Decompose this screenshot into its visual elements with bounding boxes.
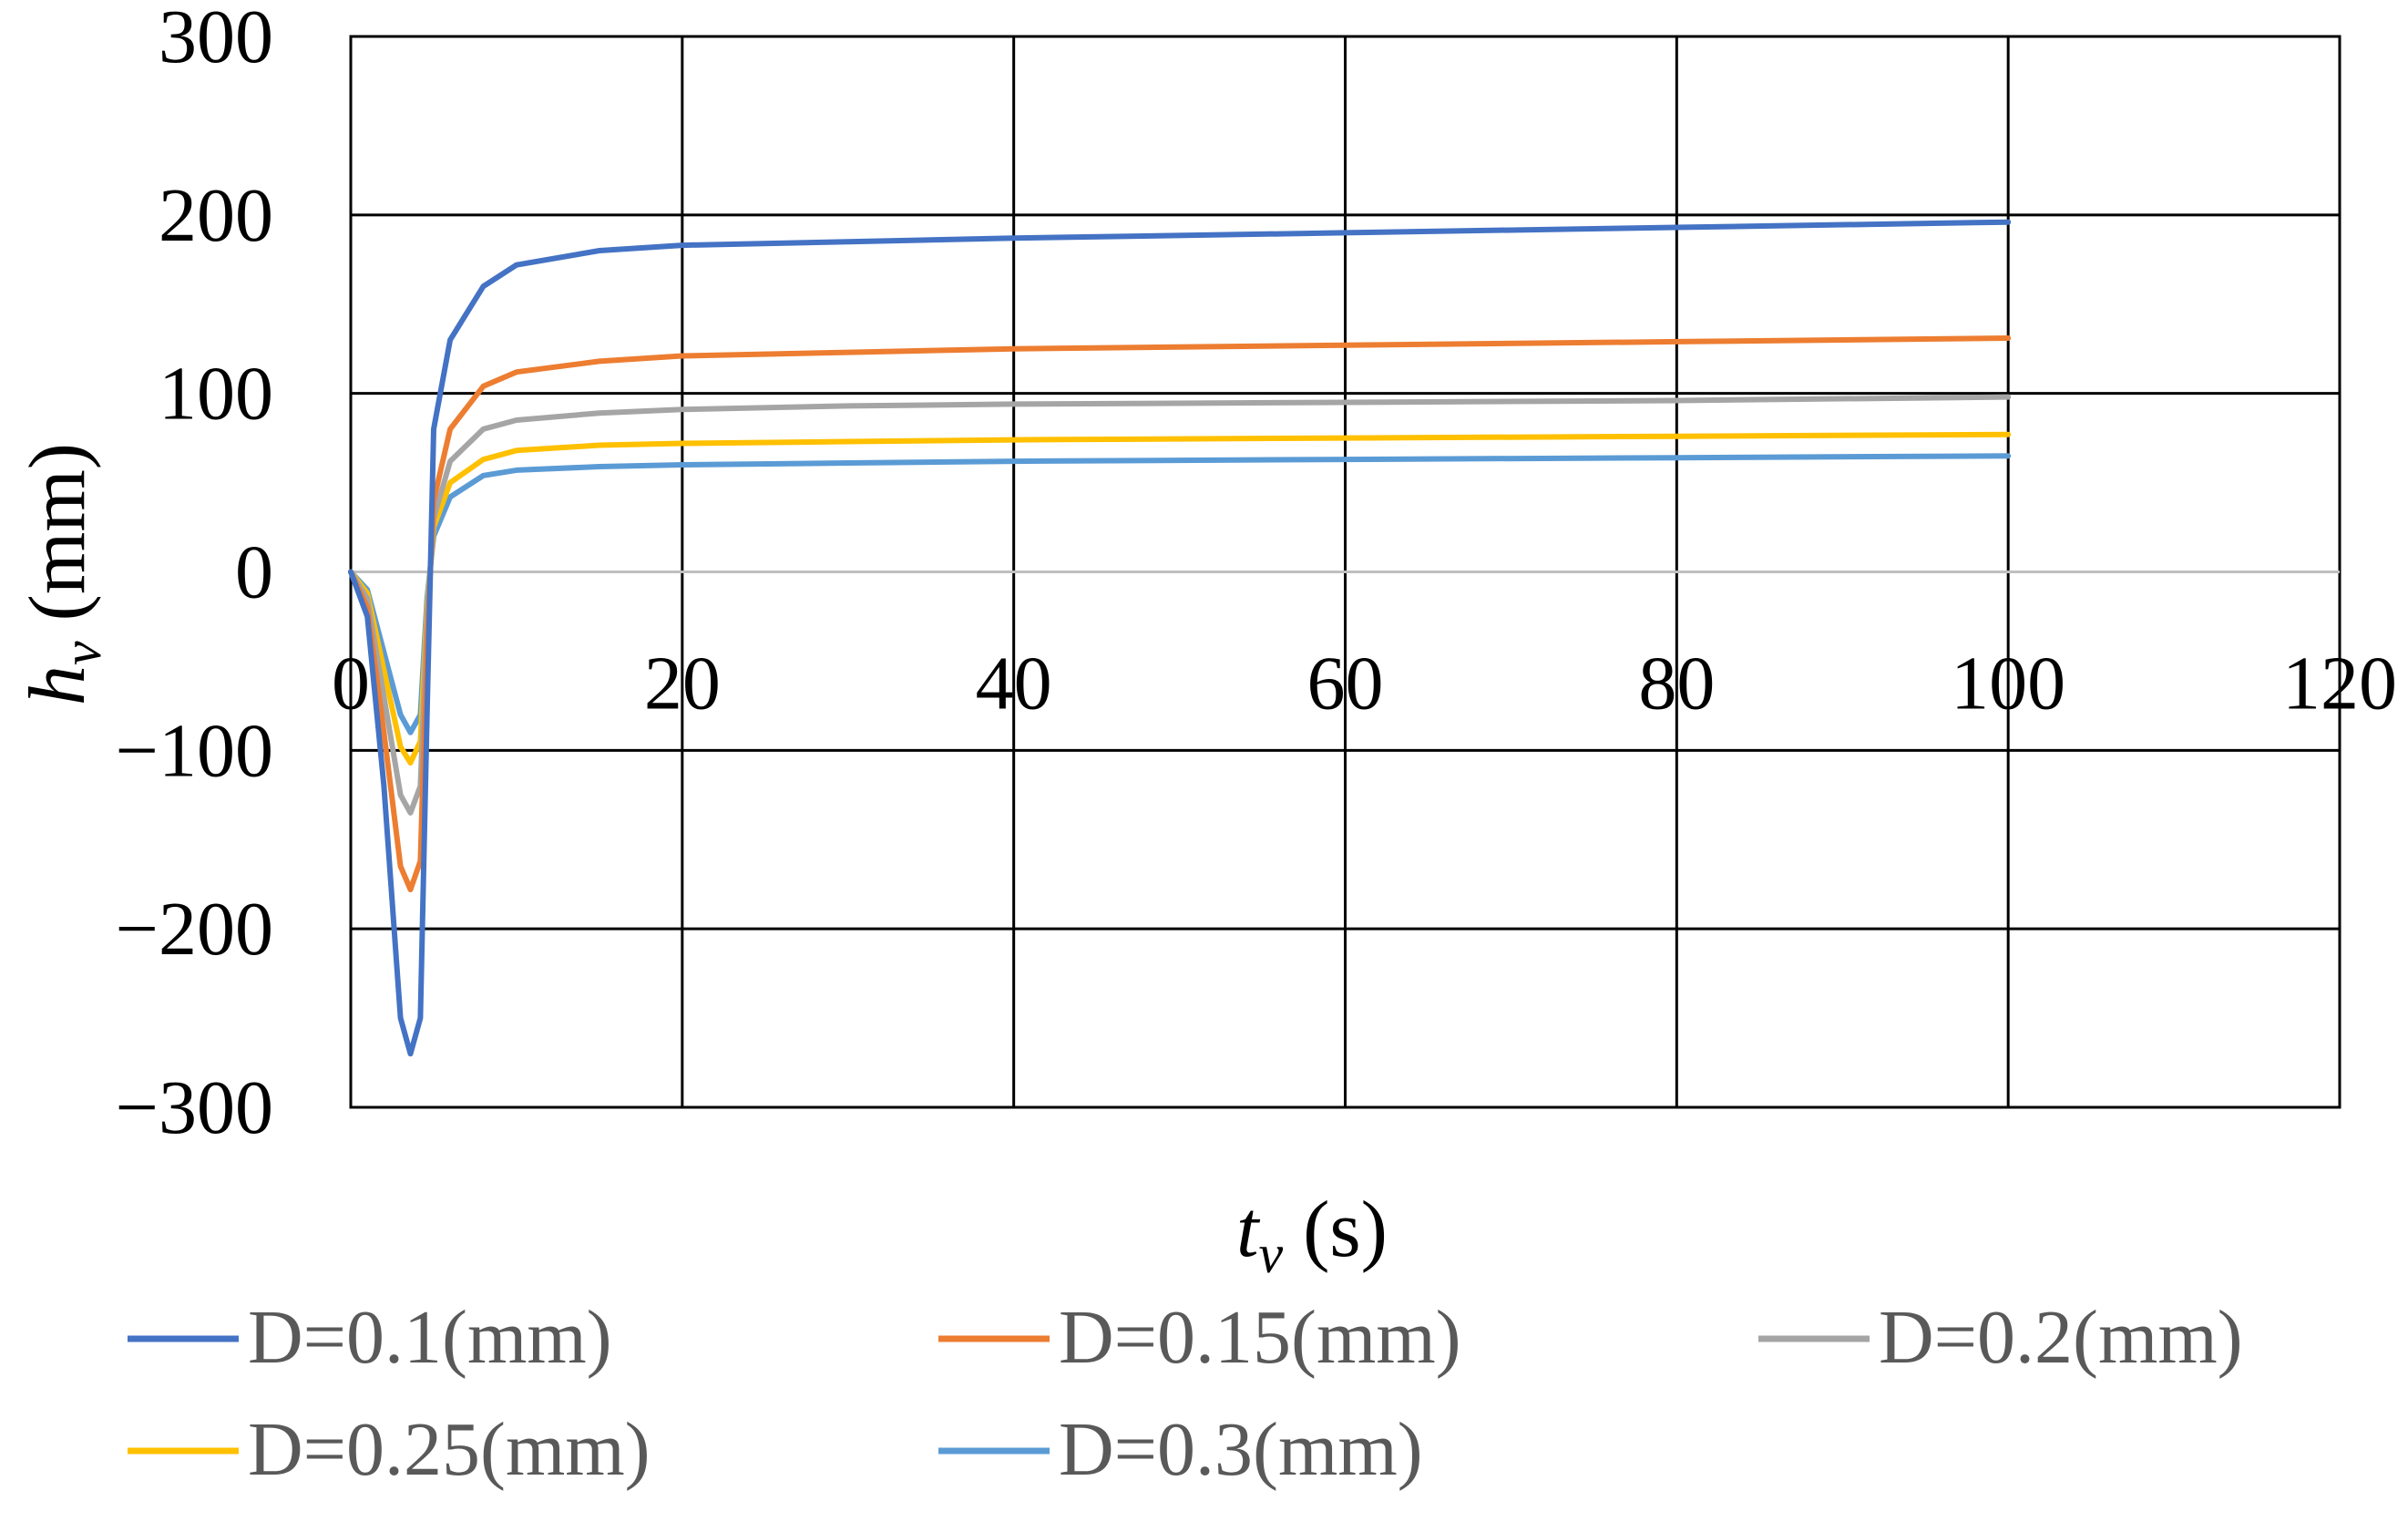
legend-label: D=0.25(mm) <box>248 1407 651 1492</box>
y-tick-label: −100 <box>116 708 273 793</box>
x-tick-label: 40 <box>976 642 1052 726</box>
y-tick-label: −200 <box>116 887 273 972</box>
y-axis-label: hv (mm) <box>14 443 112 705</box>
y-tick-label: −300 <box>116 1065 273 1150</box>
series-lines <box>348 219 2012 1057</box>
y-tick-label: 200 <box>159 173 273 258</box>
x-tick-label: 120 <box>2282 642 2397 726</box>
legend-label: D=0.2(mm) <box>1879 1295 2243 1380</box>
x-tick-label: 60 <box>1307 642 1384 726</box>
series-line <box>348 335 2012 893</box>
y-tick-label: 0 <box>235 530 273 615</box>
legend-label: D=0.3(mm) <box>1059 1407 1423 1492</box>
legend-label: D=0.1(mm) <box>248 1295 612 1380</box>
x-axis-label: tv (s) <box>1236 1186 1388 1284</box>
legend-label: D=0.15(mm) <box>1059 1295 1461 1380</box>
x-tick-label: 0 <box>332 642 370 726</box>
x-tick-label: 20 <box>644 642 721 726</box>
series-line <box>348 431 2012 766</box>
legend: D=0.1(mm) D=0.15(mm) D=0.2(mm) D=0.25(mm) D=… <box>128 1295 2243 1492</box>
series-line <box>348 219 2012 1057</box>
tick-labels: 0 20 40 60 80 100 120 −300 −200 −100 0 100 200 300 <box>116 0 2397 1150</box>
x-tick-label: 80 <box>1638 642 1715 726</box>
y-tick-label: 100 <box>159 352 273 437</box>
y-tick-label: 300 <box>159 0 273 79</box>
grid <box>349 35 2341 1109</box>
series-line <box>348 394 2012 816</box>
series-line <box>348 453 2012 735</box>
x-tick-label: 100 <box>1951 642 2065 726</box>
